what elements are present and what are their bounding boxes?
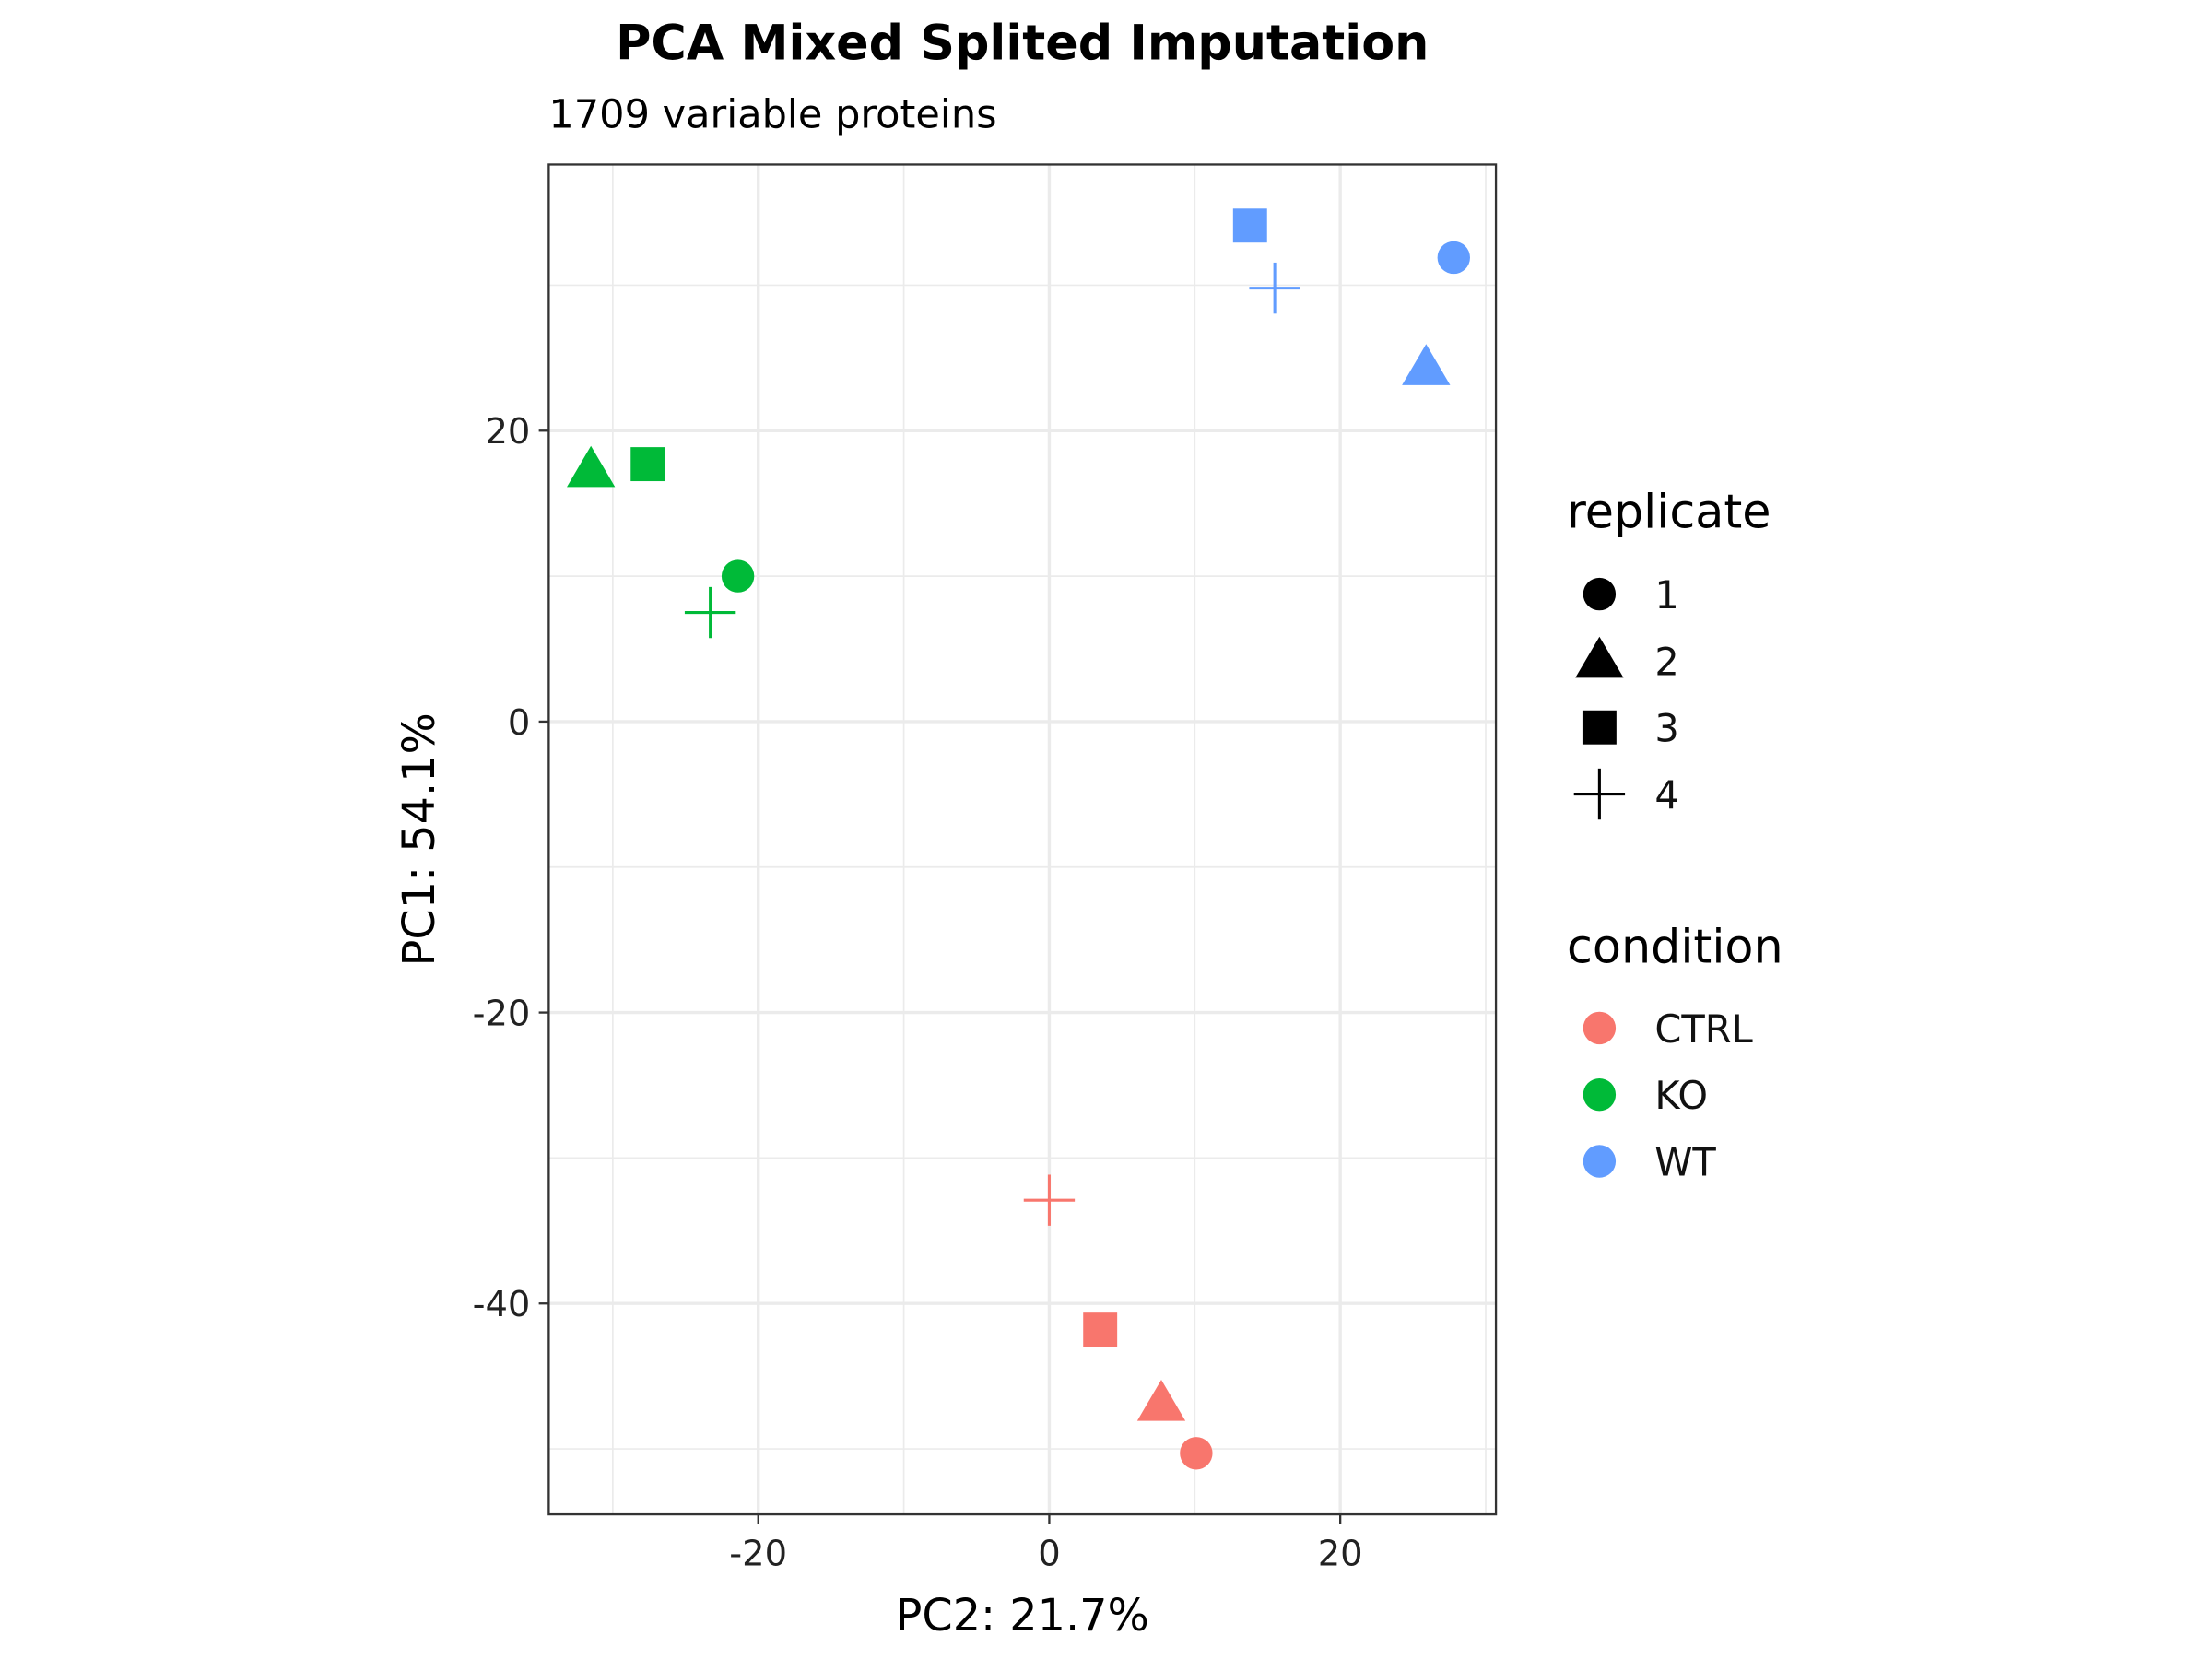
legend-label-replicate: 3 (1654, 706, 1678, 751)
point-wt-rep4 (1249, 262, 1300, 314)
point-ctrl-rep2 (1136, 1379, 1186, 1421)
legend-key-square-icon (1582, 710, 1617, 745)
x-tick-label: 20 (1318, 1533, 1363, 1574)
y-axis-title: PC1: 54.1% (394, 712, 445, 966)
point-wt-rep2 (1402, 344, 1451, 385)
legend-key-ko-icon (1583, 1078, 1617, 1112)
point-ctrl-rep1 (1180, 1437, 1213, 1470)
point-ko-rep2 (567, 445, 616, 488)
axis-ticks: -20 0 20 -40 -20 0 20 (473, 411, 1363, 1574)
y-tick-label: 20 (485, 411, 530, 453)
y-tick-label: -20 (473, 993, 531, 1034)
legend-label-replicate: 1 (1654, 572, 1678, 618)
point-ctrl-rep4 (1023, 1174, 1076, 1226)
legend-key-plus-icon (1573, 768, 1626, 820)
legend-label-replicate: 4 (1654, 772, 1678, 818)
point-ko-rep3 (630, 447, 665, 482)
legend-key-circle-icon (1583, 577, 1617, 611)
legend-title-condition: condition (1567, 920, 1783, 974)
point-ko-rep4 (684, 586, 736, 639)
chart-title: PCA Mixed Splited Imputation (616, 16, 1429, 72)
point-wt-rep1 (1437, 241, 1470, 275)
x-axis-title: PC2: 21.7% (896, 1591, 1149, 1641)
x-tick-label: -20 (729, 1533, 787, 1574)
legend-label-condition: KO (1654, 1073, 1708, 1118)
legend-label-condition: CTRL (1654, 1006, 1752, 1052)
plot-panel-border (547, 163, 1498, 1516)
point-wt-rep3 (1232, 208, 1267, 243)
point-ctrl-rep3 (1083, 1312, 1118, 1347)
grid (548, 164, 1497, 1515)
legend-label-condition: WT (1654, 1139, 1716, 1184)
legend-key-ctrl-icon (1583, 1011, 1617, 1045)
point-ko-rep1 (721, 559, 755, 593)
data-points (567, 208, 1470, 1470)
legend-key-triangle-icon (1575, 636, 1624, 678)
legend-title-replicate: replicate (1567, 484, 1771, 538)
y-tick-label: -40 (473, 1284, 531, 1325)
x-tick-label: 0 (1038, 1533, 1060, 1574)
y-tick-label: 0 (508, 702, 530, 744)
legend: replicate 1 2 3 4 condition CTRL KO WT (1567, 484, 1783, 1184)
legend-label-replicate: 2 (1654, 639, 1678, 684)
plot-background (548, 164, 1497, 1515)
chart-subtitle: 1709 variable proteins (548, 91, 996, 137)
legend-key-wt-icon (1583, 1145, 1617, 1178)
